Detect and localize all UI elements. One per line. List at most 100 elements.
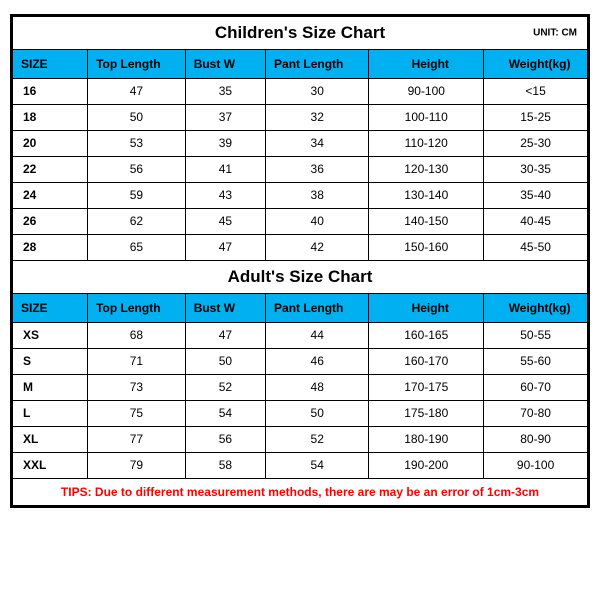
table-cell: S (13, 348, 88, 374)
table-cell: 15-25 (484, 104, 587, 130)
table-cell: 190-200 (369, 452, 484, 478)
table-cell: 53 (88, 130, 186, 156)
table-cell: 38 (266, 182, 369, 208)
table-cell: 18 (13, 104, 88, 130)
table-cell: 62 (88, 208, 186, 234)
adult-table: SIZE Top Length Bust W Pant Length Heigh… (13, 294, 587, 478)
table-cell: 56 (88, 156, 186, 182)
table-cell: 32 (266, 104, 369, 130)
col-pant-length: Pant Length (266, 294, 369, 322)
table-cell: M (13, 374, 88, 400)
table-cell: 45 (185, 208, 265, 234)
table-cell: 44 (266, 322, 369, 348)
table-cell: 50 (185, 348, 265, 374)
table-row: M735248170-17560-70 (13, 374, 587, 400)
col-pant-length: Pant Length (266, 50, 369, 78)
col-top-length: Top Length (88, 294, 186, 322)
table-row: 28654742150-16045-50 (13, 234, 587, 260)
table-cell: 34 (266, 130, 369, 156)
table-cell: XXL (13, 452, 88, 478)
table-row: 1647353090-100<15 (13, 78, 587, 104)
table-cell: 140-150 (369, 208, 484, 234)
table-cell: 37 (185, 104, 265, 130)
table-cell: 180-190 (369, 426, 484, 452)
table-cell: 43 (185, 182, 265, 208)
table-cell: 60-70 (484, 374, 587, 400)
table-cell: 35 (185, 78, 265, 104)
table-cell: 47 (88, 78, 186, 104)
table-cell: 45-50 (484, 234, 587, 260)
table-cell: XS (13, 322, 88, 348)
table-cell: 54 (266, 452, 369, 478)
table-cell: 30 (266, 78, 369, 104)
table-cell: 58 (185, 452, 265, 478)
table-cell: 22 (13, 156, 88, 182)
table-cell: 35-40 (484, 182, 587, 208)
col-size: SIZE (13, 294, 88, 322)
table-cell: 90-100 (484, 452, 587, 478)
table-cell: 150-160 (369, 234, 484, 260)
adult-section: Adult's Size Chart SIZE Top Length Bust … (13, 260, 587, 478)
table-cell: 28 (13, 234, 88, 260)
table-cell: 80-90 (484, 426, 587, 452)
table-cell: 50-55 (484, 322, 587, 348)
table-cell: 175-180 (369, 400, 484, 426)
children-title-row: Children's Size Chart UNIT: CM (13, 17, 587, 50)
table-row: XL775652180-19080-90 (13, 426, 587, 452)
table-row: 22564136120-13030-35 (13, 156, 587, 182)
table-cell: 25-30 (484, 130, 587, 156)
table-cell: 36 (266, 156, 369, 182)
children-header-row: SIZE Top Length Bust W Pant Length Heigh… (13, 50, 587, 78)
table-cell: 160-165 (369, 322, 484, 348)
table-cell: 65 (88, 234, 186, 260)
tips-note: TIPS: Due to different measurement metho… (13, 478, 587, 505)
table-cell: 55-60 (484, 348, 587, 374)
table-cell: 40 (266, 208, 369, 234)
table-cell: 56 (185, 426, 265, 452)
col-height: Height (369, 294, 484, 322)
table-row: S715046160-17055-60 (13, 348, 587, 374)
col-bust: Bust W (185, 294, 265, 322)
table-cell: 77 (88, 426, 186, 452)
table-cell: 120-130 (369, 156, 484, 182)
table-cell: 70-80 (484, 400, 587, 426)
col-top-length: Top Length (88, 50, 186, 78)
table-cell: 52 (266, 426, 369, 452)
table-cell: 71 (88, 348, 186, 374)
table-cell: XL (13, 426, 88, 452)
children-title: Children's Size Chart (215, 23, 385, 42)
adult-title-row: Adult's Size Chart (13, 260, 587, 294)
table-cell: 39 (185, 130, 265, 156)
table-cell: 90-100 (369, 78, 484, 104)
table-cell: 47 (185, 234, 265, 260)
table-cell: 100-110 (369, 104, 484, 130)
table-row: 26624540140-15040-45 (13, 208, 587, 234)
table-cell: L (13, 400, 88, 426)
table-cell: 16 (13, 78, 88, 104)
adult-title: Adult's Size Chart (228, 267, 373, 286)
table-cell: 26 (13, 208, 88, 234)
table-cell: 59 (88, 182, 186, 208)
table-cell: 54 (185, 400, 265, 426)
table-row: XS684744160-16550-55 (13, 322, 587, 348)
table-cell: 130-140 (369, 182, 484, 208)
table-cell: 41 (185, 156, 265, 182)
table-row: 20533934110-12025-30 (13, 130, 587, 156)
table-cell: 50 (266, 400, 369, 426)
table-cell: 52 (185, 374, 265, 400)
table-cell: 30-35 (484, 156, 587, 182)
table-cell: 46 (266, 348, 369, 374)
table-row: 18503732100-11015-25 (13, 104, 587, 130)
table-cell: 47 (185, 322, 265, 348)
table-cell: 48 (266, 374, 369, 400)
table-row: L755450175-18070-80 (13, 400, 587, 426)
children-section: Children's Size Chart UNIT: CM SIZE Top … (13, 17, 587, 260)
table-cell: 170-175 (369, 374, 484, 400)
col-weight: Weight(kg) (484, 50, 587, 78)
table-row: 24594338130-14035-40 (13, 182, 587, 208)
table-cell: 68 (88, 322, 186, 348)
col-bust: Bust W (185, 50, 265, 78)
table-cell: 50 (88, 104, 186, 130)
adult-header-row: SIZE Top Length Bust W Pant Length Heigh… (13, 294, 587, 322)
table-cell: 24 (13, 182, 88, 208)
